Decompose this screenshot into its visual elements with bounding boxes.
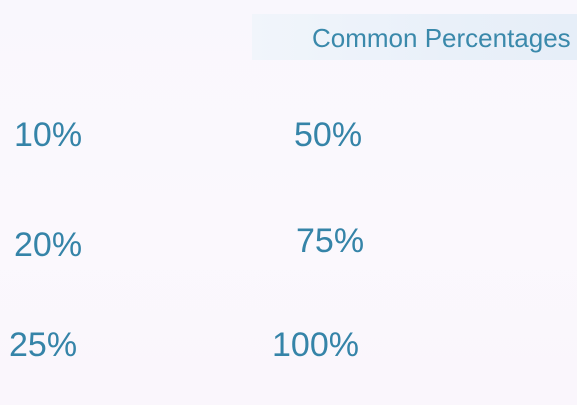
percentage-10: 10% bbox=[14, 116, 83, 154]
percentage-25: 25% bbox=[9, 326, 78, 364]
percentage-75: 75% bbox=[296, 222, 365, 260]
title-banner bbox=[252, 14, 577, 60]
percentage-20: 20% bbox=[14, 226, 83, 264]
page-title: Common Percentages bbox=[312, 23, 571, 53]
percentage-50: 50% bbox=[294, 116, 363, 154]
percentage-100: 100% bbox=[272, 326, 359, 364]
